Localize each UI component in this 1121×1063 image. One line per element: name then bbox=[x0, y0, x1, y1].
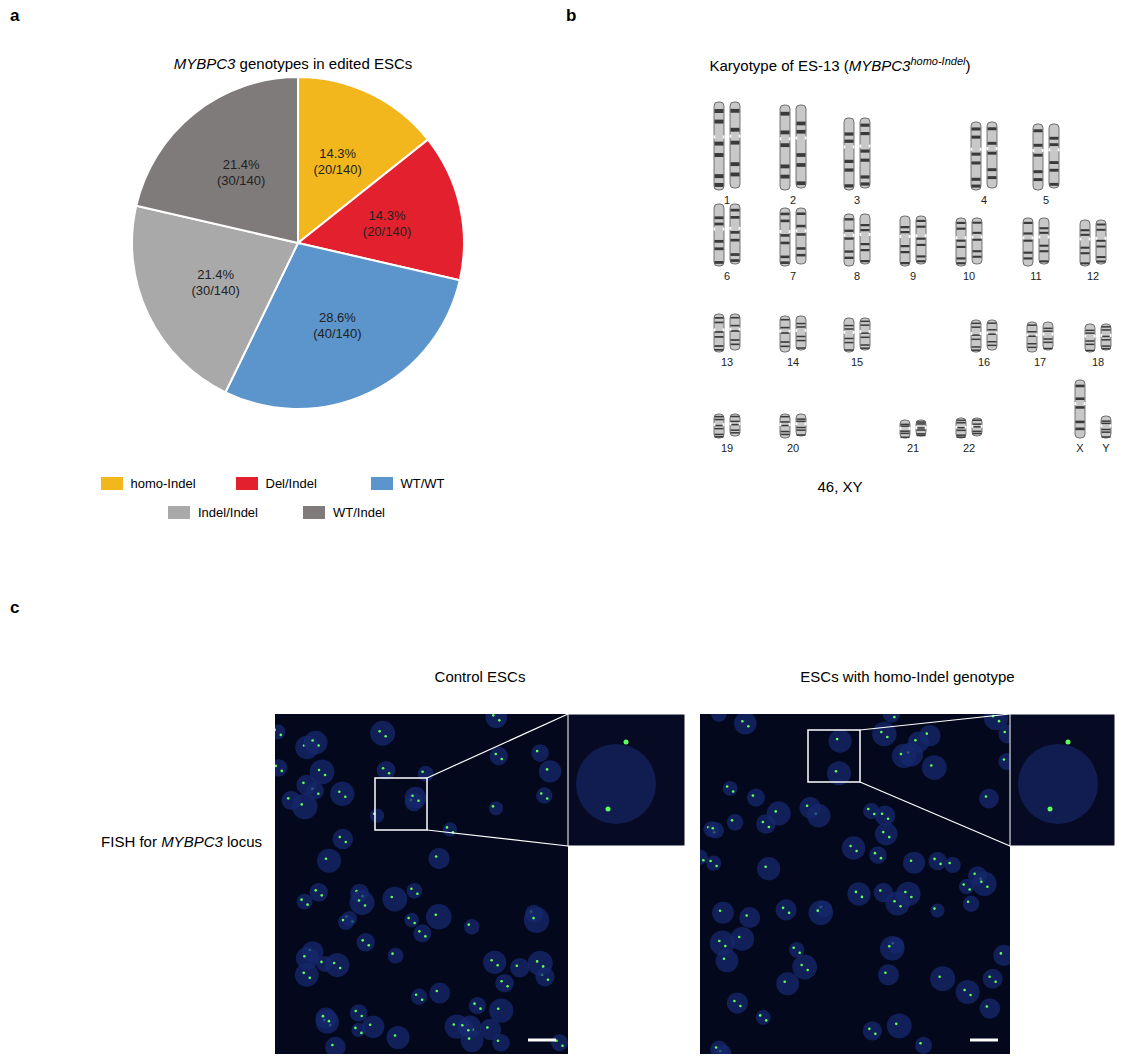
svg-text:21: 21 bbox=[907, 442, 919, 454]
svg-text:14: 14 bbox=[787, 356, 799, 368]
svg-text:21.4%(30/140): 21.4%(30/140) bbox=[191, 267, 239, 298]
svg-text:19: 19 bbox=[721, 442, 733, 454]
html-text:b: b bbox=[566, 6, 577, 25]
svg-text:X: X bbox=[1076, 442, 1084, 454]
html-text:Del/Indel: Del/Indel bbox=[265, 476, 317, 491]
html-text:Control ESCs: Control ESCs bbox=[434, 668, 526, 685]
html-text:MYBPC3 genotypes in edited ESC: MYBPC3 genotypes in edited ESCs bbox=[173, 55, 413, 72]
svg-text:5: 5 bbox=[1043, 194, 1049, 206]
svg-text:1: 1 bbox=[724, 194, 730, 206]
html-text:Karyotype of ES-13 (MYBPC3homo: Karyotype of ES-13 (MYBPC3homo-Indel) bbox=[709, 55, 971, 74]
svg-text:28.6%(40/140): 28.6%(40/140) bbox=[313, 310, 361, 341]
svg-text:21.4%(30/140): 21.4%(30/140) bbox=[217, 157, 265, 188]
html-text:WT/WT: WT/WT bbox=[400, 476, 445, 491]
html-text:WT/Indel: WT/Indel bbox=[333, 505, 385, 520]
svg-text:6: 6 bbox=[724, 270, 730, 282]
svg-text:11: 11 bbox=[1030, 270, 1041, 282]
svg-text:18: 18 bbox=[1092, 356, 1104, 368]
svg-text:17: 17 bbox=[1034, 356, 1046, 368]
svg-text:13: 13 bbox=[721, 356, 733, 368]
svg-text:9: 9 bbox=[910, 270, 916, 282]
svg-text:8: 8 bbox=[854, 270, 860, 282]
html-text:c: c bbox=[10, 598, 20, 617]
svg-text:7: 7 bbox=[790, 270, 796, 282]
svg-text:15: 15 bbox=[851, 356, 863, 368]
html-text:Indel/Indel: Indel/Indel bbox=[198, 505, 258, 520]
svg-text:20: 20 bbox=[787, 442, 799, 454]
html-text:46, XY: 46, XY bbox=[817, 478, 863, 495]
svg-text:2: 2 bbox=[790, 194, 796, 206]
svg-text:Y: Y bbox=[1102, 442, 1110, 454]
svg-text:10: 10 bbox=[963, 270, 975, 282]
html-text:ESCs with homo-Indel genotype: ESCs with homo-Indel genotype bbox=[800, 668, 1015, 685]
svg-text:14.3%(20/140): 14.3%(20/140) bbox=[363, 208, 411, 239]
html-text:a: a bbox=[10, 6, 20, 25]
html-text:FISH for MYBPC3 locus: FISH for MYBPC3 locus bbox=[101, 833, 262, 850]
svg-text:4: 4 bbox=[981, 194, 987, 206]
svg-text:22: 22 bbox=[963, 442, 975, 454]
svg-text:12: 12 bbox=[1087, 270, 1099, 282]
html-text:homo-Indel: homo-Indel bbox=[130, 476, 196, 491]
svg-text:14.3%(20/140): 14.3%(20/140) bbox=[313, 146, 361, 177]
svg-text:16: 16 bbox=[978, 356, 990, 368]
svg-text:3: 3 bbox=[854, 194, 860, 206]
